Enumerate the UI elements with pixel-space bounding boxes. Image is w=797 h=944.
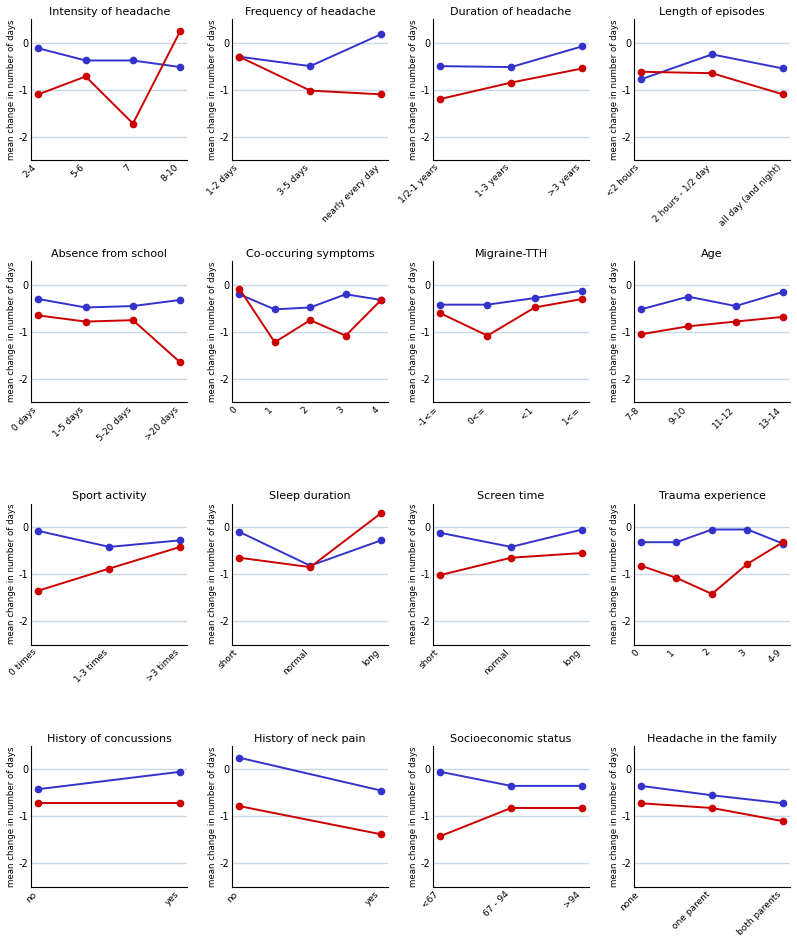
Y-axis label: mean change in number of days: mean change in number of days: [208, 746, 217, 886]
Y-axis label: mean change in number of days: mean change in number of days: [409, 504, 418, 645]
Title: Socioeconomic status: Socioeconomic status: [450, 733, 571, 744]
Y-axis label: mean change in number of days: mean change in number of days: [208, 261, 217, 402]
Title: History of concussions: History of concussions: [47, 733, 172, 744]
Y-axis label: mean change in number of days: mean change in number of days: [409, 746, 418, 886]
Title: Length of episodes: Length of episodes: [659, 7, 765, 17]
Title: History of neck pain: History of neck pain: [254, 733, 366, 744]
Y-axis label: mean change in number of days: mean change in number of days: [610, 746, 618, 886]
Title: Age: Age: [701, 249, 723, 260]
Title: Trauma experience: Trauma experience: [658, 492, 765, 501]
Y-axis label: mean change in number of days: mean change in number of days: [7, 20, 16, 160]
Y-axis label: mean change in number of days: mean change in number of days: [7, 746, 16, 886]
Title: Duration of headache: Duration of headache: [450, 7, 571, 17]
Y-axis label: mean change in number of days: mean change in number of days: [409, 20, 418, 160]
Title: Absence from school: Absence from school: [51, 249, 167, 260]
Title: Frequency of headache: Frequency of headache: [245, 7, 375, 17]
Y-axis label: mean change in number of days: mean change in number of days: [610, 261, 618, 402]
Y-axis label: mean change in number of days: mean change in number of days: [610, 504, 618, 645]
Y-axis label: mean change in number of days: mean change in number of days: [7, 504, 16, 645]
Title: Sport activity: Sport activity: [72, 492, 147, 501]
Title: Screen time: Screen time: [477, 492, 544, 501]
Y-axis label: mean change in number of days: mean change in number of days: [208, 20, 217, 160]
Title: Headache in the family: Headache in the family: [647, 733, 777, 744]
Title: Co-occuring symptoms: Co-occuring symptoms: [246, 249, 375, 260]
Title: Migraine-TTH: Migraine-TTH: [474, 249, 548, 260]
Y-axis label: mean change in number of days: mean change in number of days: [409, 261, 418, 402]
Title: Intensity of headache: Intensity of headache: [49, 7, 170, 17]
Y-axis label: mean change in number of days: mean change in number of days: [7, 261, 16, 402]
Title: Sleep duration: Sleep duration: [269, 492, 351, 501]
Y-axis label: mean change in number of days: mean change in number of days: [610, 20, 618, 160]
Y-axis label: mean change in number of days: mean change in number of days: [208, 504, 217, 645]
